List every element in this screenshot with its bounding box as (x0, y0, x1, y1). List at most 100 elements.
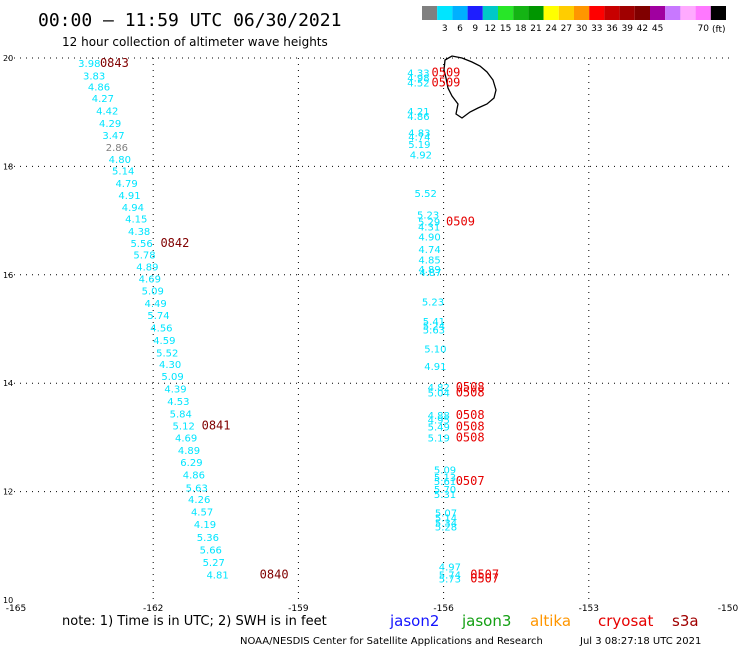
colorbar-swatch (650, 6, 666, 20)
island-outline (443, 55, 497, 119)
wave-height-value: 4.79 (115, 179, 137, 190)
wave-height-value: 4.42 (96, 107, 118, 118)
axis-tick-labels: -165 -162 -159 -156 -153 -150 10 12 14 16 18 20 (3, 54, 738, 614)
pass-time-label: 0509 (432, 75, 461, 89)
colorbar-tick-label: 45 (652, 24, 663, 34)
pass-time-label: 0507 (456, 474, 485, 488)
wave-height-value: 4.85 (418, 256, 440, 267)
wave-height-value: 5.52 (415, 189, 437, 200)
pass-time-label: 0507 (470, 568, 499, 582)
y-tick-label: 18 (3, 162, 13, 171)
wave-height-value: 4.89 (136, 263, 158, 274)
colorbar-tick-label: 24 (545, 24, 557, 34)
wave-height-value: 4.88 (428, 411, 450, 422)
grid (8, 57, 734, 600)
wave-height-value: 4.29 (99, 119, 121, 130)
pass-time-label: 0508 (456, 420, 485, 434)
colorbar-tick-label: 18 (515, 24, 527, 34)
wave-height-value: 4.94 (122, 203, 144, 214)
wave-height-value: 5.41 (423, 317, 445, 328)
wave-height-value: 5.09 (434, 465, 456, 476)
colorbar-swatch (437, 6, 453, 20)
wave-height-value: 4.52 (407, 78, 429, 89)
colorbar-tick-label: 27 (561, 24, 572, 34)
y-tick-label: 10 (3, 596, 13, 605)
wave-height-value: 5.23 (417, 211, 439, 222)
wave-height-value: 4.26 (188, 495, 210, 506)
colorbar-swatch (513, 6, 529, 20)
pass-time-label: 0840 (260, 568, 289, 582)
y-tick-label: 14 (3, 379, 13, 388)
colorbar-swatch (498, 6, 514, 20)
pass-time-label: 0509 (432, 66, 461, 80)
wave-height-value: 5.09 (161, 372, 183, 383)
wave-height-value: 5.29 (418, 218, 440, 229)
chart-title: 00:00 – 11:59 UTC 06/30/2021 (38, 10, 341, 31)
wave-height-value: 4.80 (109, 155, 131, 166)
wave-height-value: 6.29 (180, 458, 202, 469)
pass-time-label: 0842 (160, 236, 189, 250)
footer-timestamp: Jul 3 08:27:18 UTC 2021 (579, 636, 701, 647)
colorbar-tick-label: 3 (442, 24, 448, 34)
wave-height-value: 5.66 (200, 546, 222, 557)
wave-height-value: 4.38 (128, 227, 150, 238)
wave-height-value: 5.78 (133, 251, 155, 262)
colorbar-tick-label: 39 (621, 24, 633, 34)
colorbar-swatch (710, 6, 726, 20)
wave-height-value: 5.70 (434, 485, 456, 496)
wave-height-value: 5.14 (435, 514, 457, 525)
wave-height-value: 5.36 (197, 533, 219, 544)
wave-height-value: 5.34 (435, 518, 457, 529)
wave-height-value: 4.86 (88, 83, 110, 94)
wave-height-value: 5.07 (435, 509, 457, 520)
colorbar-swatch (558, 6, 574, 20)
wave-height-value: 4.81 (206, 571, 228, 582)
wave-height-value: 4.83 (408, 128, 430, 139)
colorbar-swatch (528, 6, 544, 20)
colorbar-tick-label: 42 (637, 24, 648, 34)
colorbar-swatch (619, 6, 635, 20)
wave-height-value: 5.49 (428, 423, 450, 434)
pass-time-labels: 0843084208410840050905090509050805080508… (100, 56, 499, 585)
satellite-legend-jason3: jason3 (461, 612, 511, 630)
colorbar-swatch (695, 6, 711, 20)
wave-height-value: 4.89 (418, 265, 440, 276)
chart-subtitle: 12 hour collection of altimeter wave hei… (62, 35, 328, 49)
colorbar-tick-label: 70 (697, 24, 709, 34)
wave-height-value: 2.86 (106, 143, 128, 154)
colorbar-swatch (680, 6, 696, 20)
footer-note: note: 1) Time is in UTC; 2) SWH is in fe… (62, 614, 327, 629)
wave-height-value: 5.28 (435, 522, 457, 533)
wave-height-value: 5.09 (142, 287, 164, 298)
wave-height-value: 4.90 (418, 232, 440, 243)
x-tick-label: -162 (143, 604, 163, 614)
wave-height-value: 5.61 (434, 477, 456, 488)
colorbar-swatch (467, 6, 483, 20)
wave-height-value: 4.74 (418, 245, 440, 256)
wave-height-value: 5.74 (439, 571, 461, 582)
pass-time-label: 0508 (456, 408, 485, 422)
footer-credit: NOAA/NESDIS Center for Satellite Applica… (240, 636, 543, 647)
wave-height-value: 3.47 (102, 131, 124, 142)
satellite-legend-jason2: jason2 (389, 612, 439, 630)
wave-height-values: 3.983.834.864.274.424.293.472.864.805.14… (78, 59, 461, 585)
colorbar-tick-label: 12 (485, 24, 496, 34)
colorbar-swatch (604, 6, 620, 20)
wave-height-value: 4.30 (159, 360, 181, 371)
wave-height-value: 4.86 (183, 470, 205, 481)
wave-height-value: 5.04 (428, 388, 450, 399)
wave-height-value: 5.56 (130, 239, 152, 250)
wave-height-value: 4.59 (153, 336, 175, 347)
wave-height-value: 4.91 (118, 191, 140, 202)
wave-height-value: 4.69 (175, 433, 197, 444)
colorbar-swatch (482, 6, 498, 20)
wave-height-value: 5.63 (186, 483, 208, 494)
colorbar-swatch (665, 6, 681, 20)
wave-height-value: 5.73 (439, 574, 461, 585)
wave-height-value: 4.21 (407, 107, 429, 118)
colorbar-swatch (589, 6, 605, 20)
wave-height-value: 5.63 (423, 326, 445, 337)
wave-height-value: 5.13 (434, 473, 456, 484)
